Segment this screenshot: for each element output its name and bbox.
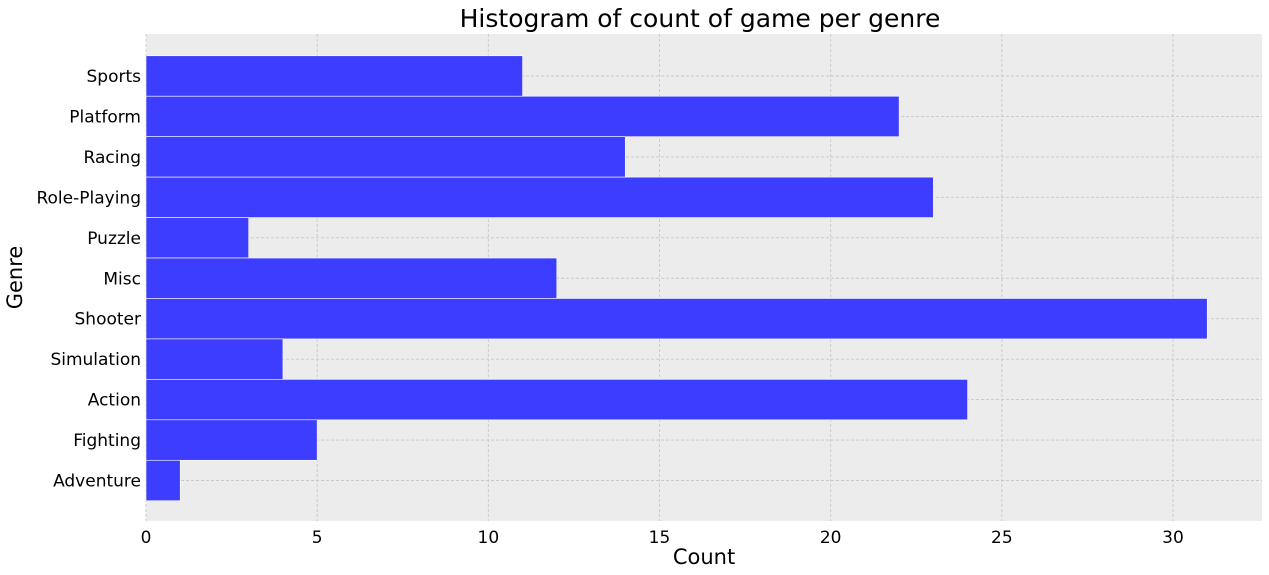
y-tick-label: Misc xyxy=(103,269,141,289)
y-tick-label: Action xyxy=(88,391,141,411)
bar-adventure xyxy=(145,459,181,502)
bar-simulation xyxy=(145,338,284,380)
bars xyxy=(145,55,1208,502)
x-tick-label: 10 xyxy=(478,528,500,548)
x-tick-label: 5 xyxy=(312,528,323,548)
y-tick-label: Simulation xyxy=(50,350,141,370)
y-tick-label: Adventure xyxy=(53,472,141,492)
bar-fighting xyxy=(145,419,318,461)
y-tick-label: Role-Playing xyxy=(36,188,141,208)
x-tick-label: 20 xyxy=(820,528,842,548)
bar-racing xyxy=(145,136,626,178)
x-tick-label: 15 xyxy=(649,528,671,548)
y-tick-label: Sports xyxy=(87,67,142,87)
y-tick-label: Fighting xyxy=(73,431,141,451)
bar-sports xyxy=(145,55,523,97)
x-axis-label: Count xyxy=(673,545,735,569)
y-tick-label: Platform xyxy=(69,107,141,127)
bar-action xyxy=(145,379,968,421)
x-tick-labels: 0 5 10 15 20 25 30 xyxy=(141,528,1184,548)
y-axis-label: Genre xyxy=(3,246,27,310)
x-tick-label: 25 xyxy=(991,528,1013,548)
y-tick-label: Shooter xyxy=(75,310,141,330)
y-tick-label: Racing xyxy=(84,148,142,168)
x-tick-label: 0 xyxy=(141,528,152,548)
y-tick-label: Puzzle xyxy=(87,229,141,249)
y-tick-labels: Sports Platform Racing Role-Playing Puzzle Mi… xyxy=(36,67,141,492)
bar-role-playing xyxy=(145,176,934,218)
chart-title: Histogram of count of game per genre xyxy=(460,4,941,33)
bar-misc xyxy=(145,257,558,299)
bar-puzzle xyxy=(145,217,249,259)
bar-shooter xyxy=(145,298,1208,340)
bar-platform xyxy=(145,95,900,137)
x-tick-label: 30 xyxy=(1162,528,1184,548)
